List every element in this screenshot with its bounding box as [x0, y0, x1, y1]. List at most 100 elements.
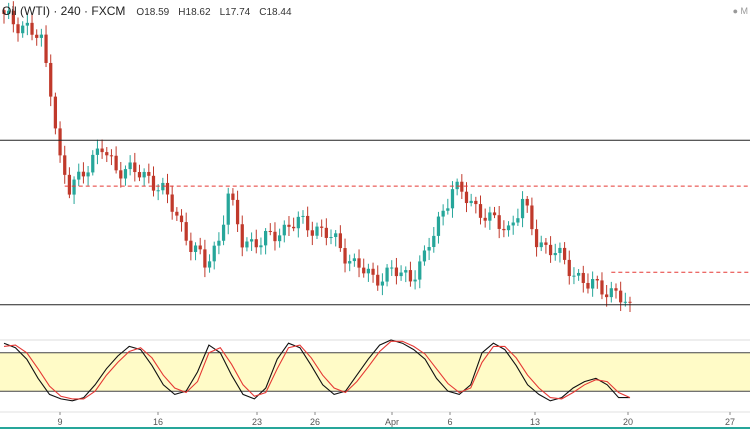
candle-body: [128, 162, 132, 170]
candle-body: [212, 245, 216, 262]
candle: [49, 54, 53, 107]
candle: [268, 223, 272, 236]
candle: [221, 215, 226, 246]
candle: [581, 265, 585, 293]
candle: [184, 212, 188, 246]
candle-body: [380, 281, 385, 286]
candle: [119, 161, 123, 188]
candle-body: [91, 154, 95, 173]
candle-body: [119, 170, 123, 179]
candle: [478, 195, 483, 225]
legend-marker[interactable]: ● M: [732, 6, 748, 16]
candle-body: [357, 258, 361, 268]
candle: [217, 232, 221, 255]
candle: [544, 238, 548, 254]
candle: [334, 230, 338, 247]
candle: [315, 222, 319, 240]
candle: [492, 206, 497, 219]
candle: [53, 92, 58, 135]
candle: [58, 121, 62, 163]
candle-body: [576, 272, 581, 276]
candle: [142, 168, 146, 187]
candle: [348, 254, 352, 272]
candle: [539, 235, 543, 252]
candle-body: [221, 224, 226, 241]
candle-body: [2, 10, 6, 14]
candle: [306, 206, 310, 237]
candle-body: [628, 301, 632, 303]
candle: [511, 215, 515, 235]
candle: [488, 206, 492, 230]
candle: [525, 196, 529, 213]
candle-body: [7, 10, 11, 14]
candle: [422, 245, 427, 266]
candle-body: [446, 208, 450, 211]
candle-body: [455, 181, 459, 190]
stoch-line-k: [3, 339, 630, 402]
candle-body: [100, 148, 104, 153]
candle-body: [605, 294, 609, 298]
candle: [474, 196, 478, 214]
high-value: H18.62: [178, 7, 211, 18]
candle: [329, 229, 333, 245]
candle-body: [591, 279, 595, 289]
candle: [63, 145, 67, 184]
candle-body: [581, 272, 585, 283]
candle-body: [497, 215, 501, 229]
candle-body: [282, 224, 286, 236]
candle: [273, 222, 277, 251]
candle-body: [203, 249, 207, 268]
candle: [394, 257, 399, 285]
candle-body: [105, 152, 109, 156]
candle: [324, 218, 328, 246]
candle: [21, 21, 25, 38]
candle: [567, 250, 571, 285]
candle: [605, 284, 609, 307]
candle-body: [418, 261, 422, 280]
candle: [189, 232, 193, 261]
candle: [483, 208, 487, 228]
candle-body: [338, 233, 342, 249]
candle: [198, 237, 202, 255]
candle-body: [343, 248, 347, 264]
candle-body: [25, 22, 29, 26]
candle-body: [408, 270, 413, 282]
candle: [586, 273, 590, 294]
candle-body: [511, 222, 515, 226]
candle-body: [137, 172, 142, 178]
candle-body: [301, 215, 305, 217]
candle-body: [548, 244, 553, 256]
candle: [151, 166, 156, 197]
x-tick-label: Apr: [385, 417, 399, 427]
candle-body: [165, 182, 170, 195]
candle-body: [49, 62, 53, 97]
candle-body: [30, 22, 34, 35]
candle-body: [488, 212, 492, 221]
candle-body: [324, 227, 328, 238]
candle-body: [245, 241, 249, 248]
candle-body: [287, 224, 291, 227]
candle-body: [95, 148, 100, 155]
candle-body: [539, 242, 543, 248]
candle-body: [530, 205, 534, 230]
candle: [352, 253, 356, 267]
candle: [553, 243, 557, 261]
candle: [530, 197, 534, 236]
candle-body: [567, 259, 571, 277]
candle: [614, 283, 618, 299]
candle-body: [432, 235, 436, 248]
symbol-label[interactable]: Oil (WTI) · 240 · FXCM: [2, 4, 126, 18]
candle: [450, 181, 455, 218]
candle-body: [77, 171, 81, 180]
candle-body: [520, 198, 525, 219]
candle: [371, 262, 375, 283]
candle-body: [464, 191, 469, 204]
candle-body: [404, 270, 408, 273]
candle-body: [427, 247, 431, 251]
candle-body: [231, 193, 235, 200]
candle-body: [16, 24, 20, 34]
open-value: O18.59: [136, 7, 170, 18]
candle: [259, 237, 263, 255]
candle: [44, 25, 48, 68]
